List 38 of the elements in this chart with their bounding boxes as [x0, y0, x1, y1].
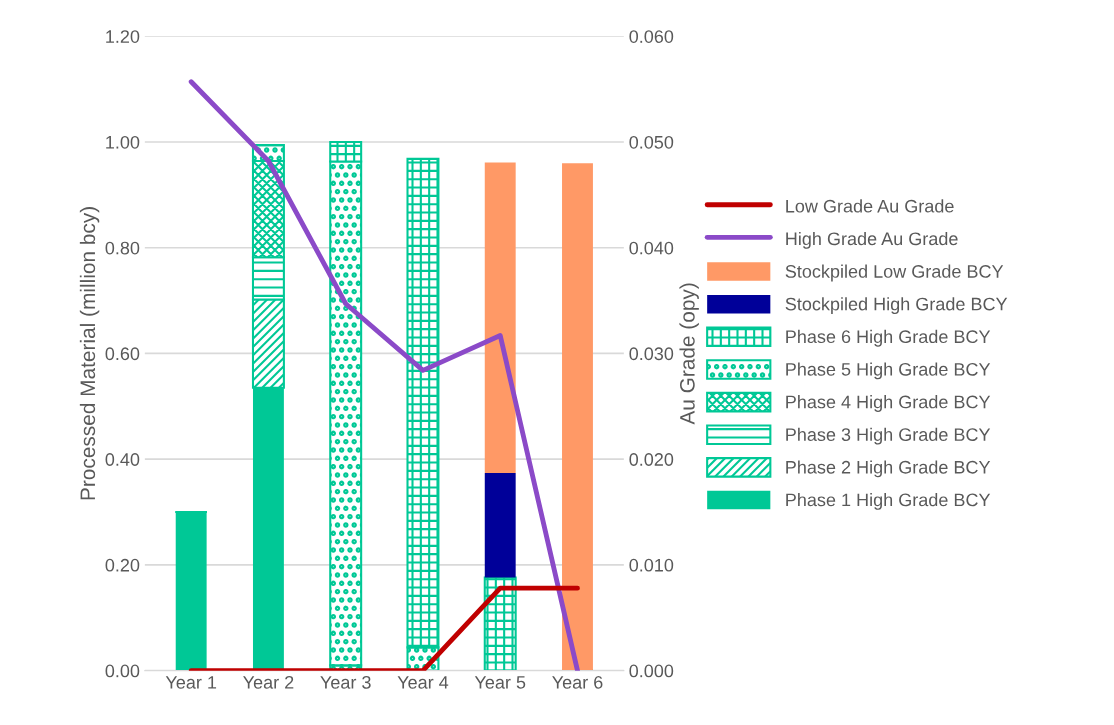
x-tick-label: Year 4 [397, 676, 449, 689]
legend-label: Phase 3 High Grade BCY [786, 427, 991, 445]
legend-label: Phase 4 High Grade BCY [786, 395, 991, 412]
bar [562, 163, 593, 671]
line-series [188, 79, 580, 671]
x-tick-label: Year 6 [552, 675, 603, 689]
y-tick-label: 0.80 [105, 241, 140, 255]
y-tick-label: 0.40 [105, 453, 140, 466]
bar [483, 576, 517, 671]
y2-tick-label: 0.010 [629, 558, 674, 572]
legend-label: Stockpiled Low Grade BCY [785, 264, 1004, 282]
y-axis-title: Processed Material (million bcy) [79, 207, 100, 500]
legend-label: Stockpiled High Grade BCY [785, 297, 1008, 315]
x-tick-label: Year 2 [243, 675, 294, 689]
legend-label: Phase 1 High Grade BCY [786, 493, 991, 510]
y-tick-label: 1.00 [106, 135, 140, 149]
legend-label: Phase 6 High Grade BCY [786, 329, 991, 347]
y2-tick-label: 0.040 [629, 241, 674, 255]
bar [175, 512, 207, 671]
bar [484, 472, 516, 578]
y2-tick-label: 0.030 [629, 347, 674, 361]
y2-axis-title: Au Grade (opy) [679, 283, 699, 425]
y2-tick-label: 0.060 [629, 30, 674, 43]
y-tick-label: 0.20 [105, 558, 140, 572]
y-tick-label: 0.60 [105, 347, 140, 361]
legend-label: High Grade Au Grade [786, 231, 958, 249]
legend-label: Phase 5 High Grade BCY [786, 362, 991, 380]
y2-tick-label: 0.020 [629, 453, 674, 466]
y2-tick-label: 0.050 [629, 135, 674, 149]
legend-label: Phase 2 High Grade BCY [786, 460, 991, 478]
x-tick-label: Year 1 [165, 676, 217, 689]
legend-label: Low Grade Au Grade [786, 199, 954, 213]
x-tick-label: Year 5 [474, 676, 526, 689]
y-tick-label: 1.20 [106, 30, 140, 43]
y-tick-label: 0.00 [105, 664, 140, 678]
x-tick-label: Year 3 [320, 675, 371, 689]
y2-tick-label: 0.000 [629, 664, 674, 678]
bar [484, 162, 516, 473]
